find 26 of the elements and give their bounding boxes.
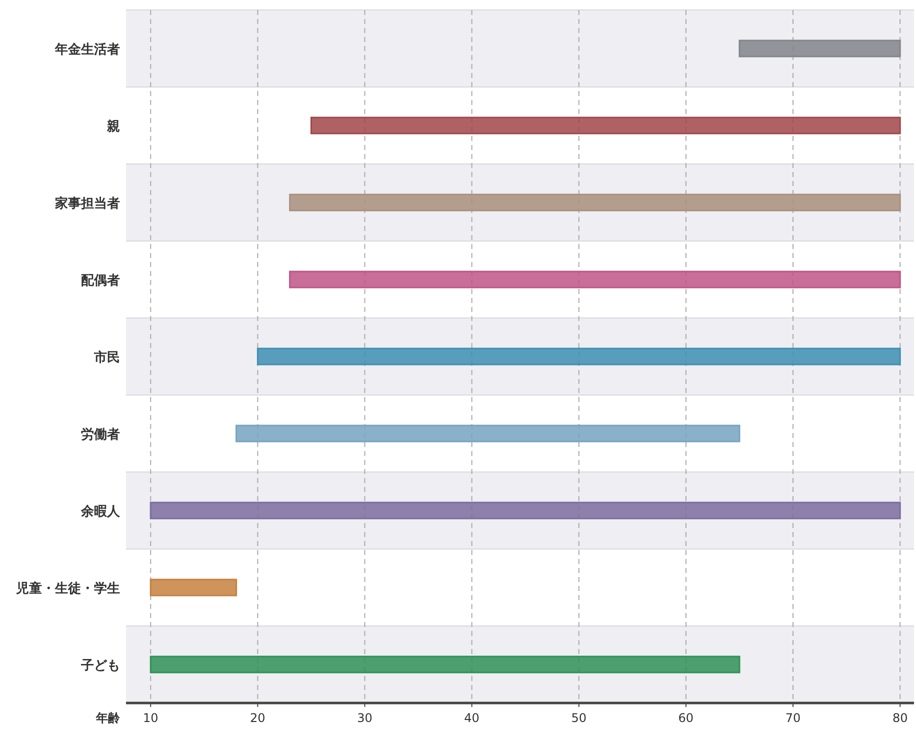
x-tick-label: 40 xyxy=(464,711,480,725)
y-tick-label: 市民 xyxy=(93,350,120,366)
y-tick-label: 家事担当者 xyxy=(54,196,120,212)
x-tick-label: 70 xyxy=(785,711,801,725)
x-tick-label: 10 xyxy=(142,711,158,725)
x-tick-label: 20 xyxy=(250,711,266,725)
x-tick-label: 80 xyxy=(892,711,908,725)
y-tick-label: 余暇人 xyxy=(80,504,121,520)
y-tick-label: 配偶者 xyxy=(81,274,120,288)
y-tick-label: 年金生活者 xyxy=(54,42,120,58)
x-tick-label: 60 xyxy=(678,711,694,725)
x-tick-label: 50 xyxy=(571,711,587,725)
bar xyxy=(236,424,740,442)
bar xyxy=(150,578,238,596)
bar xyxy=(150,656,740,674)
bar xyxy=(289,270,901,288)
x-axis-title: 年齢 xyxy=(95,711,121,725)
bar xyxy=(310,116,901,134)
bar xyxy=(256,348,901,366)
x-tick-label: 30 xyxy=(357,711,372,725)
bar xyxy=(289,194,901,212)
y-tick-label: 児童・生徒・学生 xyxy=(15,580,120,596)
y-tick-label: 労働者 xyxy=(81,426,120,442)
y-tick-label: 子ども xyxy=(80,658,120,674)
bar xyxy=(150,502,901,520)
y-tick-label: 親 xyxy=(106,118,120,134)
